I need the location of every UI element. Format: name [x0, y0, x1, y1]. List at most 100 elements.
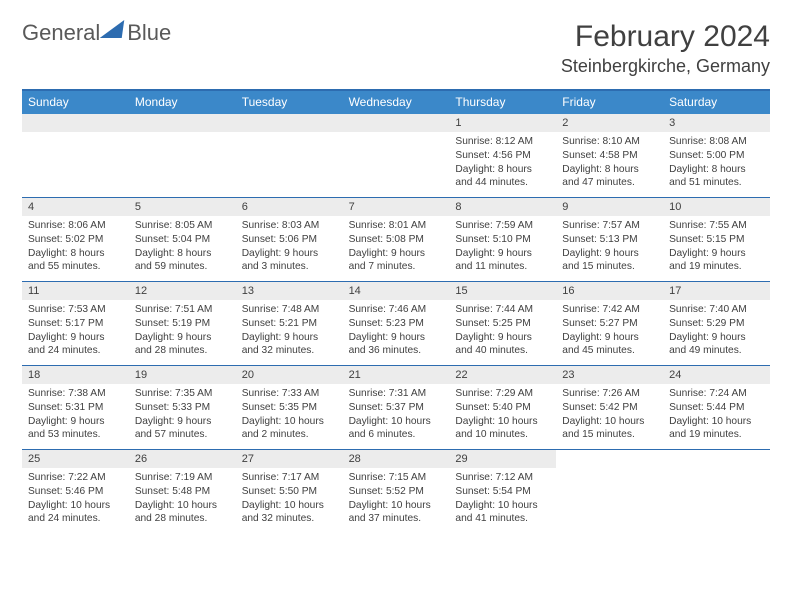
logo-triangle-icon: [99, 20, 124, 38]
day-daylight1: Daylight: 10 hours: [349, 499, 444, 513]
calendar-cell-empty: [236, 114, 343, 197]
day-daylight2: and 44 minutes.: [455, 176, 550, 190]
day-sunset: Sunset: 5:04 PM: [135, 233, 230, 247]
day-sunrise: Sunrise: 7:22 AM: [28, 471, 123, 485]
day-daylight1: Daylight: 10 hours: [242, 499, 337, 513]
day-sunset: Sunset: 5:21 PM: [242, 317, 337, 331]
calendar-cell: 23Sunrise: 7:26 AMSunset: 5:42 PMDayligh…: [556, 366, 663, 449]
day-sunset: Sunset: 5:08 PM: [349, 233, 444, 247]
day-number: 16: [556, 282, 663, 300]
day-sunrise: Sunrise: 7:53 AM: [28, 303, 123, 317]
day-number: 20: [236, 366, 343, 384]
calendar-cell: 3Sunrise: 8:08 AMSunset: 5:00 PMDaylight…: [663, 114, 770, 197]
day-daylight1: Daylight: 10 hours: [455, 499, 550, 513]
day-daylight1: Daylight: 9 hours: [669, 331, 764, 345]
dow-thursday: Thursday: [449, 91, 556, 114]
day-number: 7: [343, 198, 450, 216]
calendar-cell: 17Sunrise: 7:40 AMSunset: 5:29 PMDayligh…: [663, 282, 770, 365]
calendar-page: General Blue February 2024 Steinbergkirc…: [0, 0, 792, 551]
day-info: Sunrise: 8:01 AMSunset: 5:08 PMDaylight:…: [343, 216, 450, 279]
day-info: Sunrise: 7:12 AMSunset: 5:54 PMDaylight:…: [449, 468, 556, 531]
calendar-cell: 29Sunrise: 7:12 AMSunset: 5:54 PMDayligh…: [449, 450, 556, 533]
title-block: February 2024 Steinbergkirche, Germany: [561, 20, 770, 77]
day-sunset: Sunset: 5:52 PM: [349, 485, 444, 499]
calendar-cell-empty: [663, 450, 770, 533]
day-daylight1: Daylight: 9 hours: [669, 247, 764, 261]
day-daylight2: and 32 minutes.: [242, 344, 337, 358]
day-sunset: Sunset: 5:00 PM: [669, 149, 764, 163]
day-info: Sunrise: 7:59 AMSunset: 5:10 PMDaylight:…: [449, 216, 556, 279]
calendar-cell: 10Sunrise: 7:55 AMSunset: 5:15 PMDayligh…: [663, 198, 770, 281]
day-daylight1: Daylight: 9 hours: [135, 331, 230, 345]
day-info: Sunrise: 7:46 AMSunset: 5:23 PMDaylight:…: [343, 300, 450, 363]
calendar-cell: 24Sunrise: 7:24 AMSunset: 5:44 PMDayligh…: [663, 366, 770, 449]
day-daylight2: and 28 minutes.: [135, 344, 230, 358]
day-sunrise: Sunrise: 7:48 AM: [242, 303, 337, 317]
day-number: 8: [449, 198, 556, 216]
calendar-cell: 2Sunrise: 8:10 AMSunset: 4:58 PMDaylight…: [556, 114, 663, 197]
day-info: Sunrise: 7:24 AMSunset: 5:44 PMDaylight:…: [663, 384, 770, 447]
day-info: Sunrise: 8:03 AMSunset: 5:06 PMDaylight:…: [236, 216, 343, 279]
day-info: Sunrise: 7:55 AMSunset: 5:15 PMDaylight:…: [663, 216, 770, 279]
day-sunrise: Sunrise: 8:05 AM: [135, 219, 230, 233]
day-info: Sunrise: 7:35 AMSunset: 5:33 PMDaylight:…: [129, 384, 236, 447]
day-number: 24: [663, 366, 770, 384]
day-number: 3: [663, 114, 770, 132]
day-daylight2: and 37 minutes.: [349, 512, 444, 526]
day-sunset: Sunset: 5:23 PM: [349, 317, 444, 331]
day-sunrise: Sunrise: 7:31 AM: [349, 387, 444, 401]
calendar-cell: 13Sunrise: 7:48 AMSunset: 5:21 PMDayligh…: [236, 282, 343, 365]
calendar-cell: 16Sunrise: 7:42 AMSunset: 5:27 PMDayligh…: [556, 282, 663, 365]
calendar-cell: 20Sunrise: 7:33 AMSunset: 5:35 PMDayligh…: [236, 366, 343, 449]
day-number: [343, 114, 450, 132]
day-number: 14: [343, 282, 450, 300]
day-info: Sunrise: 8:06 AMSunset: 5:02 PMDaylight:…: [22, 216, 129, 279]
calendar-cell-empty: [343, 114, 450, 197]
day-sunrise: Sunrise: 7:17 AM: [242, 471, 337, 485]
day-daylight2: and 2 minutes.: [242, 428, 337, 442]
day-daylight1: Daylight: 10 hours: [135, 499, 230, 513]
day-sunset: Sunset: 5:54 PM: [455, 485, 550, 499]
day-daylight1: Daylight: 10 hours: [28, 499, 123, 513]
day-daylight1: Daylight: 9 hours: [242, 247, 337, 261]
day-sunset: Sunset: 5:15 PM: [669, 233, 764, 247]
day-number: 10: [663, 198, 770, 216]
day-sunset: Sunset: 5:44 PM: [669, 401, 764, 415]
day-number: 11: [22, 282, 129, 300]
day-daylight2: and 15 minutes.: [562, 428, 657, 442]
logo-word2: Blue: [127, 20, 171, 45]
calendar-cell-empty: [22, 114, 129, 197]
day-info: Sunrise: 7:40 AMSunset: 5:29 PMDaylight:…: [663, 300, 770, 363]
day-number: [556, 450, 663, 468]
day-number: 15: [449, 282, 556, 300]
header: General Blue February 2024 Steinbergkirc…: [22, 20, 770, 77]
day-number: 21: [343, 366, 450, 384]
day-sunset: Sunset: 5:13 PM: [562, 233, 657, 247]
day-number: 28: [343, 450, 450, 468]
day-daylight2: and 24 minutes.: [28, 512, 123, 526]
day-info: Sunrise: 7:19 AMSunset: 5:48 PMDaylight:…: [129, 468, 236, 531]
day-sunrise: Sunrise: 7:55 AM: [669, 219, 764, 233]
day-sunset: Sunset: 4:58 PM: [562, 149, 657, 163]
day-info: Sunrise: 8:10 AMSunset: 4:58 PMDaylight:…: [556, 132, 663, 195]
day-daylight2: and 32 minutes.: [242, 512, 337, 526]
calendar-cell: 12Sunrise: 7:51 AMSunset: 5:19 PMDayligh…: [129, 282, 236, 365]
day-daylight2: and 19 minutes.: [669, 428, 764, 442]
logo-word1: General: [22, 20, 100, 45]
day-daylight1: Daylight: 10 hours: [349, 415, 444, 429]
day-sunrise: Sunrise: 7:19 AM: [135, 471, 230, 485]
calendar-cell: 25Sunrise: 7:22 AMSunset: 5:46 PMDayligh…: [22, 450, 129, 533]
day-number: 18: [22, 366, 129, 384]
day-daylight2: and 24 minutes.: [28, 344, 123, 358]
day-sunset: Sunset: 5:27 PM: [562, 317, 657, 331]
day-number: 12: [129, 282, 236, 300]
day-daylight2: and 57 minutes.: [135, 428, 230, 442]
day-info: Sunrise: 7:15 AMSunset: 5:52 PMDaylight:…: [343, 468, 450, 531]
day-sunset: Sunset: 5:42 PM: [562, 401, 657, 415]
day-daylight1: Daylight: 10 hours: [455, 415, 550, 429]
day-sunset: Sunset: 5:33 PM: [135, 401, 230, 415]
day-daylight1: Daylight: 9 hours: [28, 415, 123, 429]
day-info: Sunrise: 7:48 AMSunset: 5:21 PMDaylight:…: [236, 300, 343, 363]
calendar-cell: 28Sunrise: 7:15 AMSunset: 5:52 PMDayligh…: [343, 450, 450, 533]
day-number: 2: [556, 114, 663, 132]
